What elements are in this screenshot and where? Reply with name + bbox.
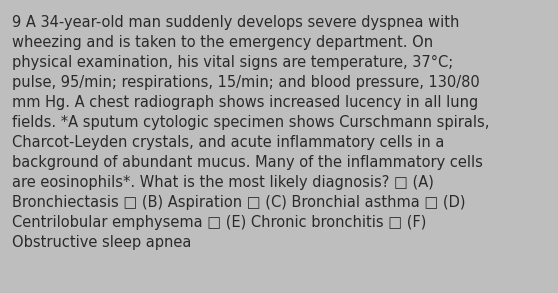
Text: 9 A 34-year-old man suddenly develops severe dyspnea with
wheezing and is taken : 9 A 34-year-old man suddenly develops se… <box>12 15 489 251</box>
